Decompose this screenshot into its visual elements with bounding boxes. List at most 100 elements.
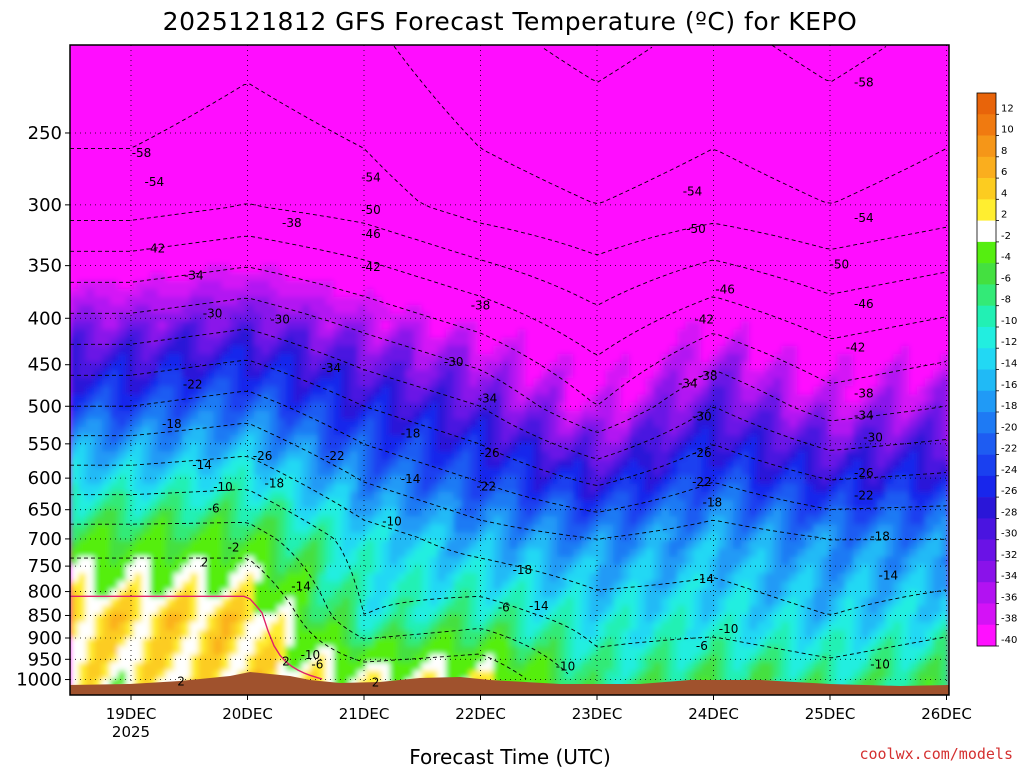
- field-cell: [78, 565, 87, 574]
- field-cell: [461, 134, 471, 144]
- field-cell: [189, 240, 199, 249]
- field-cell: [117, 378, 127, 387]
- field-cell: [333, 621, 343, 631]
- field-cell: [333, 475, 343, 485]
- field-cell: [157, 264, 167, 274]
- field-cell: [389, 524, 399, 534]
- field-cell: [86, 646, 95, 656]
- field-cell: [245, 613, 255, 623]
- field-cell: [110, 134, 119, 144]
- field-cell: [413, 418, 423, 428]
- field-cell: [125, 345, 135, 355]
- field-cell: [293, 524, 303, 534]
- field-cell: [485, 638, 495, 647]
- field-cell: [181, 329, 191, 339]
- field-cell: [349, 491, 359, 501]
- field-cell: [117, 548, 127, 558]
- field-cell: [301, 45, 311, 54]
- field-cell: [110, 329, 119, 339]
- field-cell: [94, 443, 103, 452]
- field-cell: [245, 483, 255, 493]
- field-cell: [533, 313, 543, 322]
- field-cell: [429, 646, 439, 656]
- field-cell: [477, 101, 487, 111]
- field-cell: [429, 240, 439, 249]
- field-cell: [541, 353, 551, 363]
- field-cell: [117, 53, 127, 62]
- field-cell: [70, 45, 79, 54]
- field-cell: [141, 158, 151, 168]
- field-cell: [245, 69, 255, 79]
- field-cell: [549, 337, 559, 347]
- field-cell: [325, 443, 335, 452]
- field-cell: [477, 532, 487, 542]
- field-cell: [541, 662, 551, 672]
- field-cell: [349, 77, 359, 87]
- field-cell: [301, 573, 311, 582]
- field-cell: [381, 605, 391, 615]
- field-cell: [357, 77, 367, 87]
- field-cell: [149, 45, 159, 54]
- field-cell: [277, 459, 287, 469]
- field-cell: [301, 207, 311, 217]
- field-cell: [533, 93, 543, 103]
- field-cell: [165, 191, 175, 201]
- field-cell: [285, 370, 295, 379]
- field-cell: [381, 134, 391, 144]
- field-cell: [102, 150, 111, 160]
- field-cell: [102, 337, 111, 347]
- field-cell: [349, 662, 359, 672]
- field-cell: [397, 305, 407, 314]
- field-cell: [533, 175, 543, 184]
- field-cell: [133, 142, 143, 152]
- field-cell: [173, 548, 183, 558]
- field-cell: [245, 654, 255, 664]
- field-cell: [525, 158, 535, 168]
- field-cell: [205, 353, 215, 363]
- field-cell: [509, 597, 519, 607]
- field-cell: [102, 516, 111, 526]
- field-cell: [405, 524, 415, 534]
- field-cell: [197, 199, 207, 209]
- field-cell: [293, 483, 303, 493]
- field-cell: [205, 670, 215, 680]
- field-cell: [341, 337, 351, 347]
- field-cell: [469, 256, 479, 266]
- field-cell: [165, 459, 175, 469]
- field-cell: [461, 296, 471, 306]
- field-cell: [341, 605, 351, 615]
- field-cell: [117, 621, 127, 631]
- field-cell: [245, 199, 255, 209]
- field-cell: [86, 353, 95, 363]
- field-cell: [381, 500, 391, 509]
- field-cell: [165, 313, 175, 322]
- field-cell: [237, 459, 247, 469]
- field-cell: [277, 565, 287, 574]
- field-cell: [517, 199, 527, 209]
- field-cell: [365, 597, 375, 607]
- field-cell: [557, 638, 567, 647]
- field-cell: [237, 394, 247, 404]
- field-cell: [413, 508, 423, 517]
- field-cell: [245, 313, 255, 322]
- field-cell: [237, 280, 247, 290]
- field-cell: [341, 662, 351, 672]
- field-cell: [253, 110, 263, 119]
- field-cell: [509, 508, 519, 517]
- field-cell: [173, 321, 183, 331]
- field-cell: [149, 508, 159, 517]
- field-cell: [237, 646, 247, 656]
- field-cell: [565, 215, 575, 225]
- field-cell: [549, 435, 559, 444]
- field-cell: [501, 394, 511, 404]
- field-cell: [373, 516, 383, 526]
- field-cell: [157, 646, 167, 656]
- field-cell: [293, 240, 303, 249]
- field-cell: [213, 654, 223, 664]
- field-cell: [509, 410, 519, 420]
- field-cell: [437, 565, 447, 574]
- field-cell: [261, 207, 271, 217]
- field-cell: [229, 240, 239, 249]
- field-cell: [245, 175, 255, 184]
- field-cell: [165, 654, 175, 664]
